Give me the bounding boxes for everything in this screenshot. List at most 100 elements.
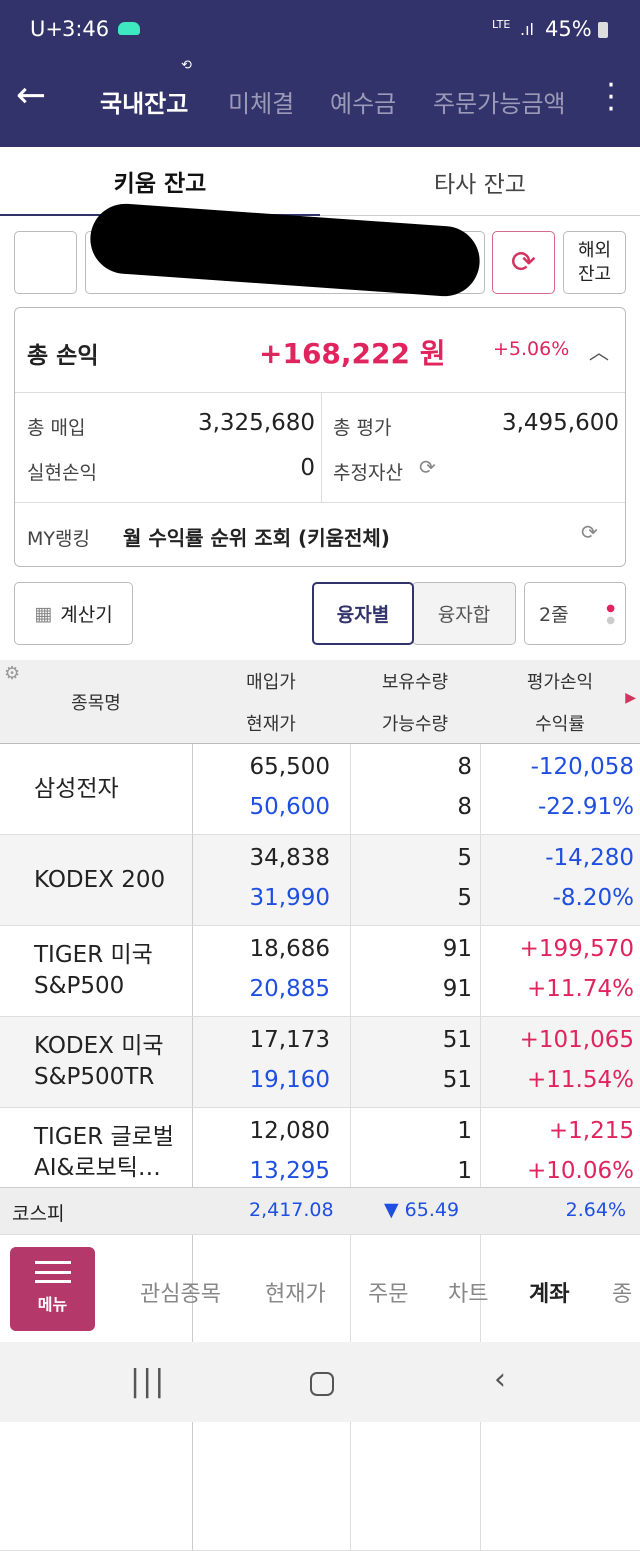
holding-qty: 1	[457, 1118, 472, 1144]
return-rate: +10.06%	[527, 1158, 634, 1184]
nav-more[interactable]: 종	[612, 1282, 633, 1307]
back-arrow-icon[interactable]: ←	[16, 75, 47, 116]
summary-card: 총 손익 +168,222 원 +5.06% ︿ 총 매입 3,325,680 …	[14, 307, 626, 567]
buy-price: 18,686	[249, 936, 330, 962]
account-type-select[interactable]	[14, 231, 77, 294]
table-row[interactable]: 삼성전자 65,500 50,600 8 8 -120,058 -22.91%	[0, 744, 640, 835]
menu-button[interactable]: 메뉴	[10, 1247, 95, 1331]
ranking-refresh-icon[interactable]: ⟳	[581, 520, 598, 544]
calculator-icon: ▦	[34, 602, 53, 625]
home-icon[interactable]	[310, 1372, 334, 1396]
stock-name: KODEX 200	[34, 867, 166, 893]
ticker-rate: 2.64%	[565, 1199, 626, 1221]
sub-tabs: 키움 잔고 타사 잔고	[0, 147, 640, 216]
carrier: U+	[30, 17, 63, 41]
current-price: 19,160	[249, 1067, 330, 1093]
loan-sum-toggle[interactable]: 융자합	[412, 582, 516, 645]
ticker-value: 2,417.08	[249, 1199, 334, 1221]
cloud-icon	[118, 22, 140, 35]
col-buy-price[interactable]: 매입가	[246, 672, 296, 693]
nav-chart[interactable]: 차트	[448, 1282, 489, 1307]
scroll-right-icon[interactable]: ▶	[625, 690, 636, 706]
holding-qty: 8	[457, 754, 472, 780]
overseas-balance-button[interactable]: 해외 잔고	[563, 231, 626, 294]
available-qty: 1	[457, 1158, 472, 1184]
ticker-change: ▼ 65.49	[384, 1199, 460, 1221]
recent-apps-icon[interactable]: |||	[130, 1364, 167, 1399]
available-qty: 5	[457, 885, 472, 911]
tab-orderable-amount[interactable]: 주문가능금액	[433, 90, 566, 118]
summary-metrics: 총 매입 3,325,680 총 평가 3,495,600 실현손익 0 추정자…	[15, 392, 625, 503]
system-nav: ||| ‹	[0, 1342, 640, 1422]
calculator-label: 계산기	[60, 604, 113, 626]
tab-deposit[interactable]: 예수금	[330, 90, 397, 118]
sync-phone-icon: ⟲	[181, 58, 192, 73]
clock: 3:46	[62, 17, 110, 41]
col-available[interactable]: 가능수량	[381, 714, 449, 735]
ticker-name: 코스피	[12, 1203, 65, 1225]
nav-current-price[interactable]: 현재가	[265, 1282, 326, 1307]
table-row[interactable]: TIGER 미국S&P500 18,686 20,885 91 91 +199,…	[0, 926, 640, 1017]
realized-label: 실현손익	[27, 462, 97, 484]
stock-name: TIGER 미국S&P500	[34, 942, 153, 999]
eval-label: 총 평가	[333, 417, 392, 439]
back-icon[interactable]: ‹	[494, 1362, 506, 1397]
col-rate[interactable]: 수익률	[535, 714, 585, 735]
hamburger-icon	[34, 1261, 71, 1283]
nav-account[interactable]: 계좌	[529, 1282, 570, 1307]
current-price: 31,990	[249, 885, 330, 911]
return-rate: -22.91%	[538, 794, 634, 820]
dots-icon: ● ●	[606, 603, 615, 626]
buy-price: 65,500	[249, 754, 330, 780]
total-pl-value: +168,222 원	[259, 337, 446, 370]
eval-pl: +1,215	[548, 1118, 634, 1144]
table-header: ⚙ 종목명 매입가 현재가 보유수량 가능수량 평가손익 수익률 ▶	[0, 660, 640, 744]
col-holding[interactable]: 보유수량	[381, 672, 449, 693]
network-icon: LTE	[492, 18, 511, 31]
available-qty: 91	[442, 976, 472, 1002]
tab-domestic-balance[interactable]: 국내잔고	[100, 90, 189, 118]
estimated-label: 추정자산	[333, 462, 403, 484]
eval-pl: +199,570	[519, 936, 634, 962]
purchase-value: 3,325,680	[197, 410, 315, 436]
calculator-button[interactable]: ▦ 계산기	[14, 582, 133, 645]
col-pl[interactable]: 평가손익	[526, 672, 594, 693]
return-rate: -8.20%	[552, 885, 634, 911]
stock-name: TIGER 글로벌AI&로보틱…	[34, 1124, 174, 1181]
index-ticker[interactable]: 코스피 2,417.08 ▼ 65.49 2.64%	[0, 1187, 640, 1235]
col-name[interactable]: 종목명	[71, 693, 121, 714]
estimated-refresh-icon[interactable]: ⟳	[419, 455, 436, 479]
by-loan-toggle[interactable]: 융자별	[312, 582, 414, 645]
col-current-price[interactable]: 현재가	[246, 714, 296, 735]
table-row[interactable]: KODEX 미국S&P500TR 17,173 19,160 51 51 +10…	[0, 1017, 640, 1108]
table-row[interactable]: KODEX 200 34,838 31,990 5 5 -14,280 -8.2…	[0, 835, 640, 926]
current-price: 20,885	[249, 976, 330, 1002]
lines-select[interactable]: 2줄 ● ●	[524, 582, 626, 645]
lines-label: 2줄	[539, 604, 569, 626]
battery-percent: 45%	[545, 17, 592, 41]
purchase-label: 총 매입	[27, 417, 86, 439]
nav-watchlist[interactable]: 관심종목	[140, 1282, 221, 1307]
settings-gear-icon[interactable]: ⚙	[4, 663, 21, 684]
buy-price: 17,173	[249, 1027, 330, 1053]
eval-value: 3,495,600	[501, 410, 619, 436]
menu-label: 메뉴	[37, 1295, 68, 1314]
collapse-icon[interactable]: ︿	[589, 340, 609, 364]
total-pl-rate: +5.06%	[493, 338, 570, 360]
current-price: 50,600	[249, 794, 330, 820]
nav-order[interactable]: 주문	[368, 1282, 409, 1307]
refresh-button[interactable]: ⟳	[492, 231, 555, 294]
available-qty: 8	[457, 794, 472, 820]
table-row[interactable]: TIGER 글로벌AI&로보틱… 12,080 13,295 1 1 +1,21…	[0, 1108, 640, 1551]
more-icon[interactable]: · · ·	[606, 68, 616, 127]
eval-pl: -120,058	[530, 754, 634, 780]
tab-unfilled[interactable]: 미체결	[228, 90, 295, 118]
ranking-link[interactable]: 월 수익률 순위 조회 (키움전체)	[123, 526, 390, 550]
holding-qty: 91	[442, 936, 472, 962]
eval-pl: +101,065	[519, 1027, 634, 1053]
holding-qty: 5	[457, 845, 472, 871]
tab-other-balance[interactable]: 타사 잔고	[434, 171, 526, 198]
eval-pl: -14,280	[545, 845, 634, 871]
stock-name: KODEX 미국S&P500TR	[34, 1033, 164, 1090]
available-qty: 51	[442, 1067, 472, 1093]
